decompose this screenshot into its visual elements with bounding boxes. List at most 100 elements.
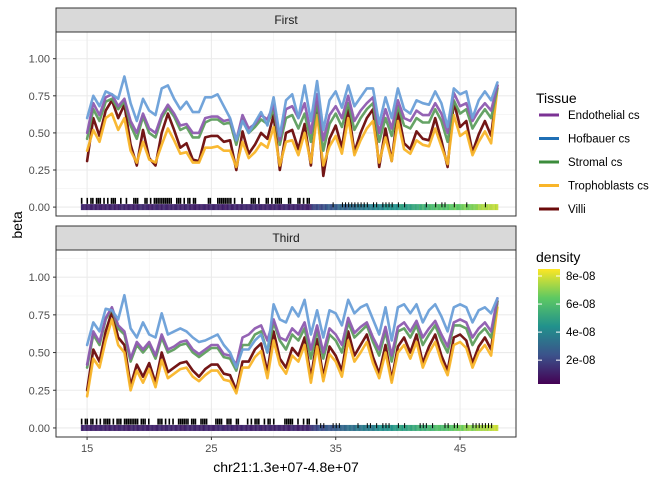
density-bar [181,424,183,431]
density-bar [170,204,172,211]
cpg-mark [192,197,195,204]
density-bar [281,424,283,431]
density-bar [156,424,159,431]
density-bar [237,204,239,211]
density-bar [480,424,482,431]
density-bar [236,204,238,211]
density-bar [121,424,123,431]
density-bar [206,204,208,211]
density-bar [133,204,135,211]
cpg-mark [366,202,368,208]
density-bar [282,204,284,211]
density-bar [374,424,376,431]
density-bar [281,204,283,211]
density-bar [306,204,309,211]
density-bar [266,424,268,431]
plot-border-first [55,31,517,217]
density-bar [389,204,391,211]
density-bar [169,424,171,431]
density-bar [415,204,417,211]
density-bar [192,424,194,431]
density-bar [162,204,164,211]
density-bar [276,204,278,211]
colorbar-tick-label: 2e-08 [566,355,595,367]
density-bar [343,204,346,211]
density-bar [389,424,391,431]
density-bar [268,424,271,431]
density-bar [460,424,462,431]
density-bar [212,424,215,431]
density-bar [387,424,389,431]
density-bar [149,424,151,431]
density-bar [161,204,163,211]
density-bar [440,204,442,211]
cpg-mark [133,197,135,204]
density-bar [290,424,292,431]
density-bar [390,424,393,431]
density-bar [167,204,169,211]
density-bar [394,424,396,431]
density-bar [190,424,192,431]
density-bar [310,204,312,211]
density-bar [109,424,112,431]
cpg-mark [142,418,145,425]
series-line-stromal-cs [85,299,499,372]
density-bar [468,424,470,431]
density-bar [287,424,290,431]
density-bar [215,204,217,211]
density-bar [370,424,372,431]
density-bar [293,424,295,431]
density-bar [154,204,156,211]
density-bar [448,204,451,211]
density-bar [188,204,190,211]
cpg-mark [237,418,240,425]
density-bar [80,424,83,431]
density-bar [426,204,428,211]
density-bar [480,204,482,211]
cpg-mark [258,418,260,425]
cpg-mark [194,418,197,425]
density-colorbar-ticks: 2e-08 4e-08 6e-08 8e-08 [538,271,595,367]
cpg-mark [297,197,299,204]
density-bar [464,424,466,431]
density-bar [360,424,362,431]
density-bar [337,204,339,211]
density-bar [258,204,260,211]
y-tick-label: 1.00 [29,272,50,284]
cpg-mark [84,418,87,425]
density-bar [158,204,160,211]
density-bar [464,204,466,211]
density-bar [377,204,379,211]
density-bar [451,424,453,431]
density-bar [295,424,297,431]
density-bar [199,204,201,211]
density-bar [198,204,200,211]
cpg-mark [133,418,135,425]
density-bar [231,204,234,211]
cpg-mark [146,197,148,204]
density-bar [155,204,158,211]
density-bar [294,204,296,211]
cpg-mark [267,418,269,425]
cpg-mark [323,423,325,429]
density-bar [114,204,116,211]
density-bar [400,424,403,431]
density-bar [88,204,90,211]
cpg-mark [274,197,277,204]
density-bar [371,204,373,211]
density-bar [109,204,112,211]
density-bar [471,424,473,431]
density-bar [139,424,141,431]
density-bar [233,204,235,211]
density-bar [378,424,380,431]
density-bar [81,204,84,211]
cpg-mark [382,202,384,208]
density-bar [459,204,461,211]
cpg-mark [148,418,150,425]
density-bar [219,424,221,431]
density-bar [98,204,100,211]
density-bar [286,204,288,211]
cpg-mark [272,418,275,425]
density-bar [257,424,259,431]
density-bar [362,204,365,211]
